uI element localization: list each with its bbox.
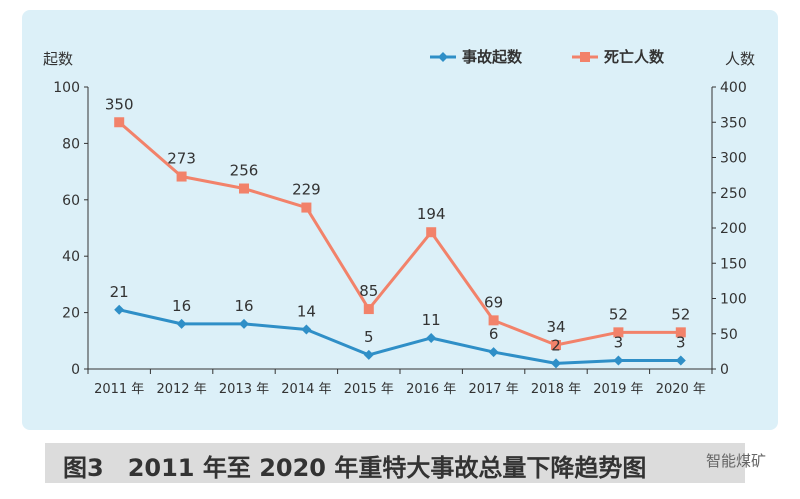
accidents-point xyxy=(675,355,686,366)
y-right-tick-label: 200 xyxy=(720,221,747,237)
data-labels: 21 16 16 14 5 11 6 2 3 3 350 273 256 229 85 194 69 34 52 52 xyxy=(105,95,690,354)
series-line-1 xyxy=(118,121,681,347)
y-right-tick-label: 0 xyxy=(720,362,729,378)
x-tick-label: 2017 年 xyxy=(468,382,518,397)
y-right-tick-label: 50 xyxy=(720,327,738,343)
deaths-point xyxy=(114,117,125,128)
data-label: 52 xyxy=(671,305,690,323)
y-left-tick-label: 0 xyxy=(71,362,80,378)
figure-caption: 图3 2011 年至 2020 年重特大事故总量下降趋势图 xyxy=(63,454,647,482)
x-tick-label: 2013 年 xyxy=(219,382,269,397)
figure-caption-block: 图3 2011 年至 2020 年重特大事故总量下降趋势图 xyxy=(45,441,785,485)
data-label: 34 xyxy=(546,318,565,336)
data-label: 16 xyxy=(172,297,191,315)
y-right-tick-label: 250 xyxy=(720,186,747,202)
data-label: 256 xyxy=(230,162,259,180)
y-left-axis-title: 起数 xyxy=(43,50,73,68)
y-right-tick-label: 300 xyxy=(720,151,747,167)
data-label: 14 xyxy=(297,303,316,321)
chart-axes: 0 20 40 60 80 100 0 50 100 150 200 250 300 350 400 2011… xyxy=(43,50,755,397)
data-label: 6 xyxy=(489,325,499,343)
deaths-point xyxy=(176,171,187,182)
data-label: 69 xyxy=(484,293,503,311)
data-label: 229 xyxy=(292,181,321,199)
x-tick-label: 2019 年 xyxy=(593,382,643,397)
chart-panel: 0 20 40 60 80 100 0 50 100 150 200 250 300 350 400 2011… xyxy=(22,10,778,430)
y-right-tick-label: 150 xyxy=(720,256,747,272)
data-label: 11 xyxy=(422,311,441,329)
x-tick-label: 2011 年 xyxy=(94,382,144,397)
chart-lines xyxy=(118,121,681,365)
data-label: 21 xyxy=(110,283,129,301)
y-right-tick-label: 400 xyxy=(720,80,747,96)
data-label: 52 xyxy=(609,305,628,323)
accidents-point xyxy=(426,332,437,343)
accidents-point xyxy=(363,349,374,360)
data-label: 5 xyxy=(364,328,374,346)
y-left-tick-label: 40 xyxy=(62,249,80,265)
deaths-point xyxy=(363,304,374,315)
accidents-point xyxy=(488,347,499,358)
chart-marks xyxy=(114,117,686,369)
x-tick-label: 2018 年 xyxy=(531,382,581,397)
accidents-point xyxy=(176,318,187,329)
y-right-axis-title: 人数 xyxy=(725,50,755,68)
deaths-point xyxy=(426,227,437,238)
data-label: 273 xyxy=(167,150,196,168)
data-label: 3 xyxy=(676,334,686,352)
y-left-tick-label: 80 xyxy=(62,136,80,152)
data-label: 2 xyxy=(551,336,561,354)
accidents-point xyxy=(114,304,125,315)
chart-legend: 事故起数 死亡人数 xyxy=(430,48,665,66)
legend-marker-square xyxy=(580,52,590,62)
legend-label: 事故起数 xyxy=(462,48,523,66)
deaths-point xyxy=(239,183,249,194)
deaths-point xyxy=(301,202,312,213)
x-tick-label: 2012 年 xyxy=(156,382,206,397)
y-left-tick-label: 100 xyxy=(53,80,80,96)
accidents-point xyxy=(239,318,249,329)
x-tick-label: 2020 年 xyxy=(656,382,706,397)
y-right-tick-label: 100 xyxy=(720,292,747,308)
deaths-point xyxy=(613,327,624,338)
series-line-0 xyxy=(118,308,681,365)
data-label: 194 xyxy=(417,205,446,223)
y-left-tick-label: 60 xyxy=(62,193,80,209)
caption-bar xyxy=(45,443,745,483)
y-left-tick-label: 20 xyxy=(62,306,80,322)
legend-label: 死亡人数 xyxy=(604,48,665,66)
line-chart: 0 20 40 60 80 100 0 50 100 150 200 250 300 350 400 2011… xyxy=(43,48,755,397)
deaths-point xyxy=(488,315,499,326)
x-tick-label: 2014 年 xyxy=(281,382,331,397)
data-label: 85 xyxy=(359,282,378,300)
x-tick-label: 2016 年 xyxy=(406,382,456,397)
data-label: 3 xyxy=(614,334,624,352)
accidents-point xyxy=(301,324,312,335)
deaths-point xyxy=(675,327,686,338)
y-right-tick-label: 350 xyxy=(720,115,747,131)
accidents-point xyxy=(613,355,624,366)
deaths-point xyxy=(551,340,561,351)
watermark-text: 智能煤矿 xyxy=(705,452,766,470)
data-label: 350 xyxy=(105,95,134,113)
legend-marker-diamond xyxy=(438,52,448,62)
accidents-point xyxy=(551,358,561,369)
x-tick-label: 2015 年 xyxy=(344,382,394,397)
data-label: 16 xyxy=(234,297,253,315)
